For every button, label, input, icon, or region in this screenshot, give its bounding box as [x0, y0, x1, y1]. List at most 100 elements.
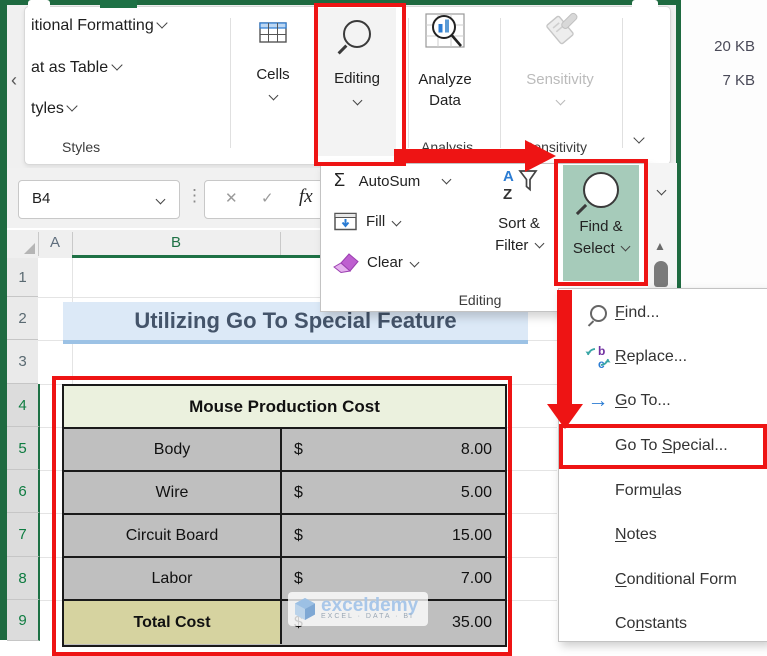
row-value-cell[interactable]: $ 7.00	[282, 558, 505, 599]
row-header-5[interactable]: 5	[7, 427, 40, 470]
cells-button[interactable]: Cells	[244, 12, 302, 152]
total-label-cell[interactable]: Total Cost	[64, 601, 282, 644]
row-header-1[interactable]: 1	[7, 258, 38, 297]
menu-item-notes[interactable]: Notes	[559, 513, 767, 557]
menu-item-replace[interactable]: b c Replace...	[559, 335, 767, 379]
sheet-title: Utilizing Go To Special Feature	[134, 308, 457, 333]
row-header-7[interactable]: 7	[7, 513, 40, 557]
ribbon-collapse-left-icon[interactable]: ‹	[11, 70, 17, 90]
fill-button[interactable]: Fill	[334, 212, 402, 231]
row-header-4[interactable]: 4	[7, 384, 40, 427]
row-label-cell[interactable]: Body	[64, 429, 282, 470]
row-header-8[interactable]: 8	[7, 557, 40, 600]
menu-item-label: Conditional Form	[615, 571, 737, 588]
svg-text:b: b	[598, 344, 605, 358]
svg-text:c: c	[598, 357, 605, 370]
clear-button[interactable]: Clear	[332, 252, 420, 273]
menu-item-conditional-formatting[interactable]: Conditional Form	[559, 558, 767, 602]
cells-icon	[259, 22, 287, 43]
table-header-row[interactable]: Mouse Production Cost	[64, 386, 505, 429]
menu-item-go-to-special[interactable]: Go To Special...	[559, 424, 767, 468]
chevron-down-icon	[409, 257, 420, 268]
column-header-b[interactable]: B	[170, 234, 181, 251]
analyze-data-icon	[425, 13, 465, 48]
table-highlight-box	[52, 376, 512, 656]
file-size-1: 20 KB	[714, 38, 755, 55]
scrollbar-track[interactable]: ▲	[648, 163, 677, 288]
currency-symbol: $	[294, 526, 303, 544]
row-header-3[interactable]: 3	[7, 340, 38, 384]
currency-symbol: $	[294, 440, 303, 458]
top-left-tab	[28, 0, 50, 12]
row-header-9[interactable]: 9	[7, 600, 40, 641]
table-row[interactable]: Wire $ 5.00	[64, 472, 505, 515]
table-total-row[interactable]: Total Cost $ 35.00	[64, 601, 505, 644]
chevron-down-icon	[156, 17, 168, 29]
expand-formula-bar-icon[interactable]	[656, 185, 667, 196]
selected-columns-underline	[72, 255, 508, 258]
scrollbar-thumb[interactable]	[654, 261, 668, 287]
cell-styles-label: tyles	[31, 100, 64, 117]
enter-icon[interactable]: ✓	[261, 190, 274, 207]
table-header: Mouse Production Cost	[189, 396, 380, 416]
menu-item-conditional-formatting[interactable]: itional Formatting	[31, 17, 168, 35]
clear-label: Clear	[367, 254, 403, 271]
production-cost-table[interactable]: Mouse Production Cost Body $ 8.00 Wire $…	[62, 384, 507, 647]
window-border-right	[676, 0, 681, 288]
row-header-2[interactable]: 2	[7, 297, 38, 340]
fx-icon[interactable]: fx	[299, 186, 313, 207]
table-row[interactable]: Labor $ 7.00	[64, 558, 505, 601]
editing-button[interactable]: Editing	[318, 8, 396, 156]
sort-filter-icon: A Z	[503, 168, 538, 203]
cancel-icon[interactable]: ✕	[225, 190, 238, 207]
ribbon-options-chevron-icon[interactable]	[633, 132, 645, 150]
menu-item-format-as-table[interactable]: at as Table	[31, 59, 123, 77]
go-to-arrow-icon: →	[587, 389, 609, 412]
row-value-cell[interactable]: $ 8.00	[282, 429, 505, 470]
name-box-divider-dots: ⋮	[186, 186, 203, 205]
analyze-data-button[interactable]: Analyze Data	[415, 10, 475, 156]
row-value-cell[interactable]: $ 15.00	[282, 515, 505, 556]
search-icon	[337, 20, 371, 55]
scroll-up-icon[interactable]: ▲	[654, 239, 666, 253]
menu-item-formulas[interactable]: Formulas	[559, 469, 767, 513]
search-icon-handle	[587, 319, 594, 327]
ribbon-separator	[500, 18, 501, 148]
fill-label: Fill	[366, 213, 386, 230]
editing-highlight-box	[314, 3, 406, 166]
table-row[interactable]: Circuit Board $ 15.00	[64, 515, 505, 558]
column-header-a[interactable]: A	[49, 234, 60, 251]
value: 35.00	[451, 613, 492, 631]
menu-item-label: Find...	[615, 304, 660, 321]
exceldemy-logo-icon	[295, 598, 315, 620]
autosum-button[interactable]: Σ AutoSum	[334, 170, 452, 191]
eraser-icon	[333, 253, 359, 273]
chevron-down-icon	[633, 132, 645, 144]
editing-group-label: Editing	[458, 292, 502, 308]
chevron-down-icon	[391, 216, 402, 227]
exceldemy-watermark: exceldemy EXCEL · DATA · BI	[288, 592, 428, 626]
menu-item-constants[interactable]: Constants	[559, 602, 767, 646]
name-box[interactable]: B4	[18, 180, 180, 219]
find-select-highlight-box	[554, 159, 648, 286]
sensitivity-label: Sensitivity	[526, 71, 594, 88]
format-as-table-label: at as Table	[31, 59, 109, 76]
svg-text:Z: Z	[503, 186, 512, 203]
watermark-tagline: EXCEL · DATA · BI	[321, 612, 414, 620]
menu-item-go-to[interactable]: → Go To...	[559, 379, 767, 423]
table-row[interactable]: Body $ 8.00	[64, 429, 505, 472]
row-label-cell[interactable]: Circuit Board	[64, 515, 282, 556]
menu-item-find[interactable]: Find...	[559, 291, 767, 335]
sort-filter-button[interactable]: A Z Sort & Filter	[482, 166, 556, 276]
select-all-corner[interactable]	[7, 230, 38, 257]
row-header-6[interactable]: 6	[7, 470, 40, 513]
svg-text:A: A	[503, 168, 514, 185]
row-value-cell[interactable]: $ 5.00	[282, 472, 505, 513]
find-select-label-line1: Find &	[579, 218, 623, 235]
row-label-cell[interactable]: Wire	[64, 472, 282, 513]
corner-triangle-icon	[24, 243, 35, 254]
find-select-button[interactable]: Find & Select	[563, 165, 639, 281]
chevron-down-icon[interactable]	[155, 194, 166, 205]
row-label-cell[interactable]: Labor	[64, 558, 282, 599]
menu-item-cell-styles[interactable]: tyles	[31, 100, 79, 118]
